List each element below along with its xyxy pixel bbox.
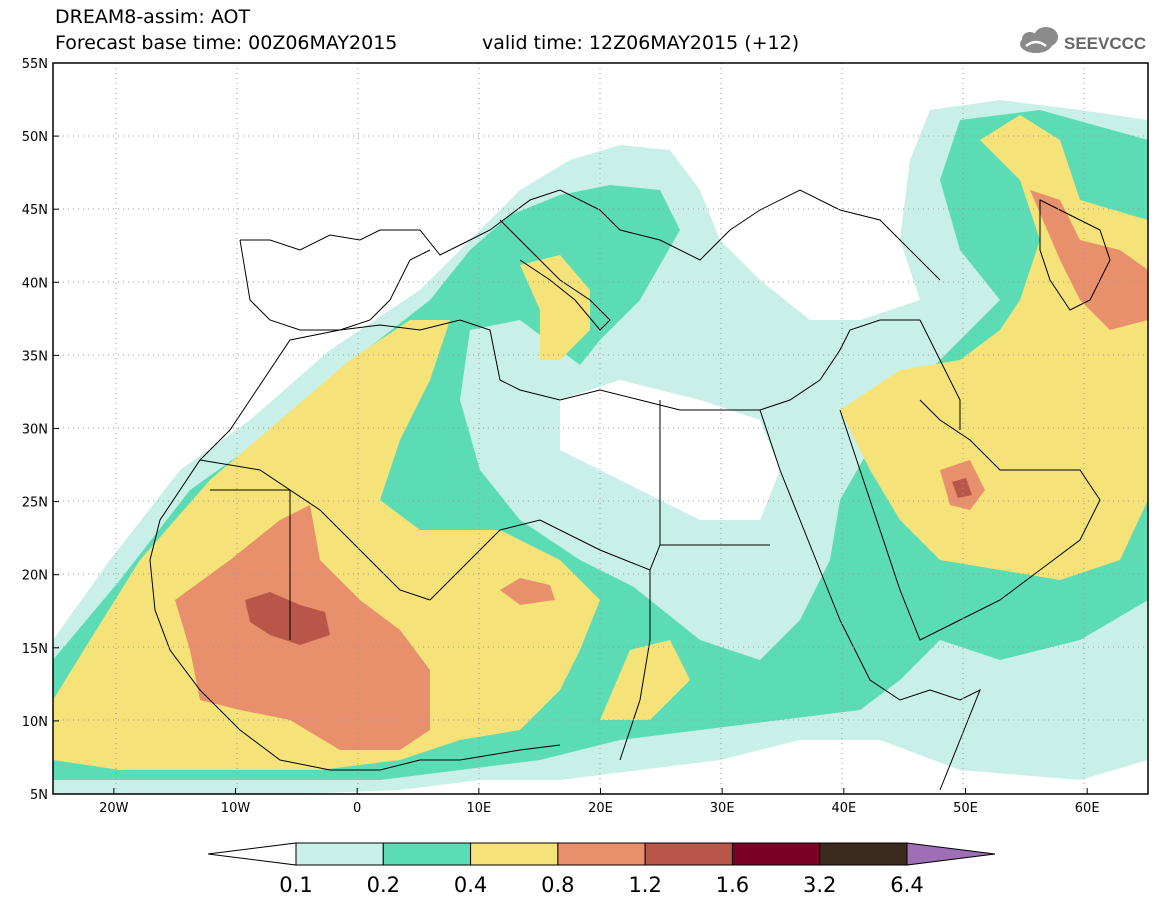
aot-band-0-8-caspian: [1030, 190, 1148, 330]
lat-tick-label: 25N: [22, 496, 48, 511]
coast-horn-africa: [929, 688, 981, 791]
colorbar-swatch: [295, 842, 384, 866]
border-mali-algeria: [199, 459, 431, 601]
colorbar-level-label: 0.4: [454, 873, 487, 897]
map-title: DREAM8-assim: AOT: [55, 6, 251, 28]
logo-text: SEEVCCC: [1064, 34, 1146, 53]
coast-italy: [499, 219, 611, 331]
aot-hole-egypt: [560, 380, 780, 520]
colorbar-level-label: 0.2: [367, 873, 400, 897]
lat-tick-label: 35N: [22, 349, 48, 364]
coast-red-sea: [759, 409, 931, 701]
lon-tick-label: 60E: [1075, 801, 1100, 816]
aot-band-0-4-italy: [520, 255, 590, 360]
coast-iberia: [239, 239, 431, 331]
lat-tick-label: 20N: [22, 569, 48, 584]
colorbar-level-label: 0.1: [279, 873, 312, 897]
cloud-icon: [1020, 27, 1058, 53]
aot-band-0-4-sudan: [600, 640, 690, 720]
colorbar-level-label: 1.6: [716, 873, 749, 897]
border-chad-sudan: [619, 570, 651, 761]
colorbar-low-extend: [207, 842, 297, 866]
lat-tick-label: 55N: [22, 57, 48, 72]
coast-levant: [819, 319, 920, 381]
lon-tick-label: 0: [353, 801, 361, 816]
lon-tick-label: 10W: [221, 801, 251, 816]
lat-tick-label: 30N: [22, 423, 48, 438]
valid-time: valid time: 12Z06MAY2015 (+12): [482, 32, 800, 54]
forecast-base-time: Forecast base time: 00Z06MAY2015: [55, 32, 398, 54]
border-iran-iraq: [919, 319, 961, 430]
lat-tick-label: 45N: [22, 203, 48, 218]
colorbar: 0.1 0.2 0.4 0.8 1.2 1.6 3.2 6.4: [207, 842, 996, 897]
lat-tick-label: 10N: [22, 715, 48, 730]
colorbar-swatch: [557, 842, 646, 866]
lat-tick-label: 15N: [22, 642, 48, 657]
border-mauritania: [210, 489, 291, 640]
lon-tick-label: 20E: [588, 801, 613, 816]
coast-arabia: [839, 399, 1101, 641]
colorbar-level-label: 0.8: [541, 873, 574, 897]
aot-band-1-2-gulf: [952, 478, 972, 498]
coast-north-africa: [249, 319, 821, 411]
aot-band-1-2-mali: [245, 592, 330, 645]
lon-tick-label: 30E: [710, 801, 735, 816]
aot-band-0-4: [53, 320, 600, 770]
lat-tick-label: 50N: [22, 130, 48, 145]
lon-tick-label: 40E: [831, 801, 856, 816]
latitude-axis: 55N 50N 45N 40N 35N 30N 25N 20N 15N 10N 5N: [22, 57, 59, 803]
colorbar-swatch: [382, 842, 472, 866]
lat-tick-label: 5N: [30, 788, 48, 803]
coast-caspian: [1039, 199, 1111, 311]
coastlines: [149, 189, 1111, 791]
lon-tick-label: 10E: [466, 801, 491, 816]
longitude-axis: 20W 10W 0 10E 20E 30E 40E 50E 60E: [99, 788, 1100, 816]
coast-west-africa: [149, 399, 421, 771]
colorbar-high-extend: [906, 842, 996, 866]
lat-tick-label: 40N: [22, 276, 48, 291]
colorbar-swatch: [731, 842, 821, 866]
seevccc-logo: SEEVCCC: [1020, 27, 1146, 53]
colorbar-level-label: 6.4: [890, 873, 923, 897]
colorbar-level-label: 1.2: [628, 873, 661, 897]
coast-gulf-guinea: [420, 744, 561, 761]
aot-band-0-8-chad: [500, 578, 555, 605]
colorbar-level-label: 3.2: [803, 873, 836, 897]
lon-tick-label: 50E: [953, 801, 978, 816]
colorbar-swatch: [819, 842, 908, 866]
gridlines: [53, 63, 1148, 794]
coast-europe: [240, 189, 941, 281]
colorbar-swatch: [644, 842, 733, 866]
aot-field: [53, 100, 1148, 794]
lon-tick-label: 20W: [99, 801, 129, 816]
colorbar-swatch: [470, 842, 559, 866]
